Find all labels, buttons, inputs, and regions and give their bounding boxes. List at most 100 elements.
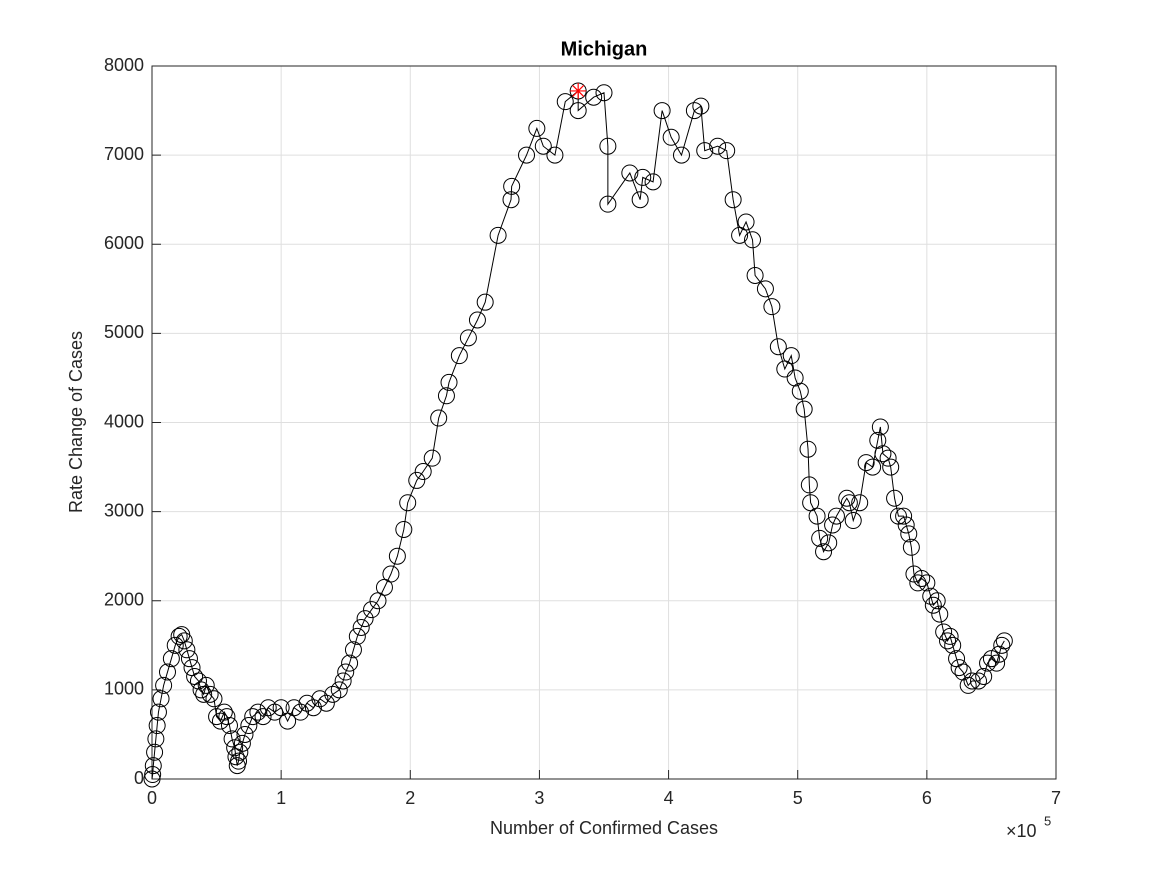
- data-point: [871, 418, 889, 436]
- data-point: [382, 565, 400, 583]
- data-point: [175, 632, 193, 650]
- data-point: [851, 494, 869, 512]
- data-point: [569, 102, 587, 120]
- data-point: [653, 102, 671, 120]
- y-tick-label: 4000: [104, 411, 144, 431]
- data-point: [534, 137, 552, 155]
- data-point: [979, 654, 997, 672]
- data-point: [886, 489, 904, 507]
- data-point: [430, 409, 448, 427]
- data-point: [950, 659, 968, 677]
- data-point: [909, 574, 927, 592]
- data-point: [195, 685, 213, 703]
- data-point: [599, 137, 617, 155]
- data-point: [954, 663, 972, 681]
- data-point: [621, 164, 639, 182]
- highlight-point: [570, 82, 587, 99]
- data-point: [990, 645, 1008, 663]
- data-point: [662, 128, 680, 146]
- x-tick-label: 1: [276, 788, 286, 808]
- data-point: [900, 525, 918, 543]
- data-point: [815, 543, 833, 561]
- data-point: [215, 703, 233, 721]
- data-point: [709, 137, 727, 155]
- data-point: [595, 84, 613, 102]
- data-point: [763, 298, 781, 316]
- data-point: [882, 458, 900, 476]
- data-point: [146, 743, 164, 761]
- data-point: [414, 463, 432, 481]
- data-point: [696, 142, 714, 160]
- data-point: [399, 494, 417, 512]
- data-point: [205, 690, 223, 708]
- data-point: [869, 431, 887, 449]
- data-point: [799, 440, 817, 458]
- x-tick-label: 4: [664, 788, 674, 808]
- data-point: [634, 168, 652, 186]
- data-point: [744, 231, 762, 249]
- data-point: [197, 676, 215, 694]
- y-tick-label: 5000: [104, 322, 144, 342]
- data-point: [440, 373, 458, 391]
- data-point: [644, 173, 662, 191]
- data-point: [769, 338, 787, 356]
- data-point: [468, 311, 486, 329]
- data-point: [982, 650, 1000, 668]
- data-point: [158, 663, 176, 681]
- y-tick-label: 1000: [104, 679, 144, 699]
- data-point: [211, 712, 229, 730]
- data-point: [208, 708, 226, 726]
- data-point: [226, 739, 244, 757]
- data-point: [791, 382, 809, 400]
- data-point: [148, 717, 166, 735]
- data-point: [437, 387, 455, 405]
- data-point: [304, 699, 322, 717]
- data-point: [902, 538, 920, 556]
- y-tick-label: 6000: [104, 233, 144, 253]
- data-point: [599, 195, 617, 213]
- y-tick-label: 3000: [104, 500, 144, 520]
- data-point: [170, 627, 188, 645]
- data-point: [149, 703, 167, 721]
- data-point: [231, 743, 249, 761]
- data-point: [223, 730, 241, 748]
- data-point: [874, 445, 892, 463]
- data-point: [928, 592, 946, 610]
- data-point: [864, 458, 882, 476]
- data-point: [844, 512, 862, 530]
- data-point: [147, 730, 165, 748]
- data-point: [240, 717, 258, 735]
- axes-box: [151, 65, 1057, 780]
- data-point: [352, 618, 370, 636]
- data-point: [230, 752, 248, 770]
- data-point: [254, 708, 272, 726]
- data-point: [995, 632, 1013, 650]
- data-point: [685, 102, 703, 120]
- data-point: [330, 681, 348, 699]
- data-point: [931, 605, 949, 623]
- data-point: [166, 636, 184, 654]
- data-point: [324, 685, 342, 703]
- data-point: [489, 226, 507, 244]
- data-point: [895, 507, 913, 525]
- data-point: [334, 672, 352, 690]
- data-point: [218, 708, 236, 726]
- data-point: [585, 88, 603, 106]
- data-point: [827, 507, 845, 525]
- data-point: [941, 627, 959, 645]
- data-point: [988, 654, 1006, 672]
- data-point: [756, 280, 774, 298]
- data-point: [959, 676, 977, 694]
- data-point: [388, 547, 406, 565]
- data-point: [292, 703, 310, 721]
- data-point: [178, 641, 196, 659]
- chart-title: Michigan: [561, 38, 648, 60]
- data-point: [249, 703, 267, 721]
- data-point: [820, 534, 838, 552]
- data-point: [913, 569, 931, 587]
- data-point: [556, 93, 574, 111]
- y-tick-label: 2000: [104, 590, 144, 610]
- data-point: [800, 476, 818, 494]
- data-point: [746, 266, 764, 284]
